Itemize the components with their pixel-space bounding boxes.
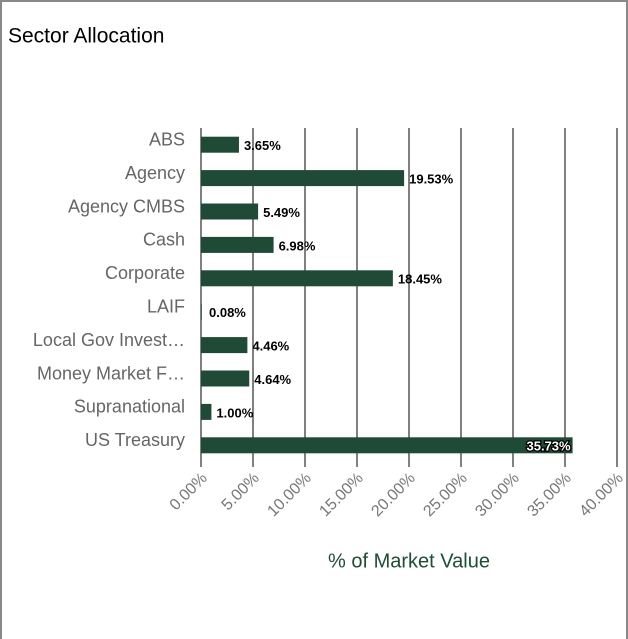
- y-tick-label: ABS: [149, 129, 185, 149]
- y-tick-label: Cash: [143, 230, 185, 250]
- x-tick-label: 10.00%: [264, 470, 314, 520]
- value-label: 0.08%: [209, 305, 246, 320]
- bar: [201, 170, 405, 187]
- value-label: 1.00%: [216, 405, 253, 420]
- value-label: 4.64%: [254, 372, 291, 387]
- y-tick-label: LAIF: [147, 296, 185, 316]
- x-tick-label: 35.00%: [524, 470, 574, 520]
- value-label: 3.65%: [244, 138, 281, 153]
- x-tick-label: 5.00%: [219, 470, 263, 514]
- value-label: 5.49%: [263, 205, 300, 220]
- x-tick-label: 20.00%: [368, 470, 418, 520]
- y-tick-label: Corporate: [105, 263, 185, 283]
- bar: [201, 437, 573, 454]
- y-tick-label: US Treasury: [85, 430, 185, 450]
- bar: [201, 370, 250, 387]
- bar: [201, 403, 212, 420]
- x-tick-label: 25.00%: [420, 470, 470, 520]
- bar: [201, 236, 274, 253]
- value-label: 6.98%: [279, 238, 316, 253]
- y-tick-label: Agency CMBS: [68, 196, 185, 216]
- x-tick-label: 40.00%: [576, 470, 626, 520]
- x-tick-label: 0.00%: [167, 470, 211, 514]
- bar: [201, 303, 202, 320]
- value-label: 35.73%: [526, 439, 571, 454]
- bar: [201, 337, 248, 354]
- bar: [201, 136, 239, 153]
- bar: [201, 203, 259, 220]
- y-tick-label: Local Gov Invest…: [33, 330, 185, 350]
- value-label: 4.46%: [252, 339, 289, 354]
- y-tick-label: Money Market F…: [37, 363, 185, 383]
- value-label: 18.45%: [398, 272, 443, 287]
- chart-title: Sector Allocation: [8, 25, 164, 48]
- y-tick-label: Agency: [125, 163, 185, 183]
- value-label: 19.53%: [409, 172, 454, 187]
- y-tick-label: Supranational: [74, 397, 185, 417]
- x-axis-title: % of Market Value: [328, 550, 490, 572]
- bar: [201, 270, 393, 287]
- x-tick-label: 15.00%: [316, 470, 366, 520]
- x-tick-label: 30.00%: [472, 470, 522, 520]
